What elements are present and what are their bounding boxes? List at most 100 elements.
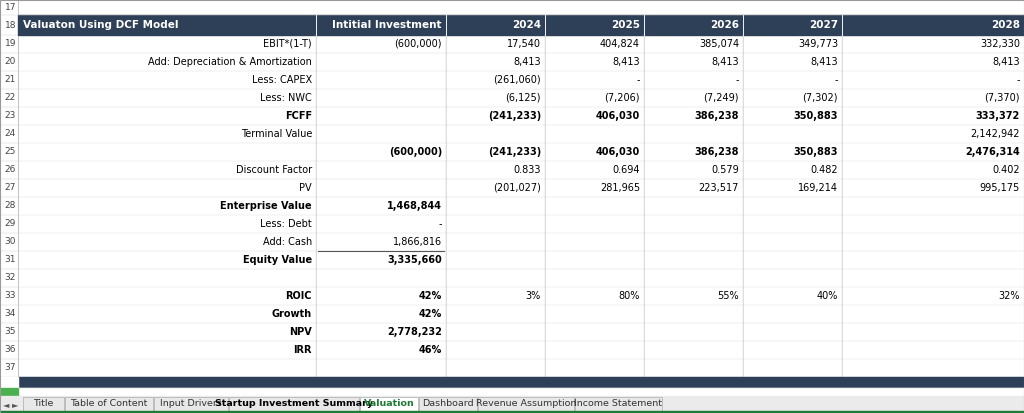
Text: NPV: NPV [289, 327, 312, 337]
Text: 349,773: 349,773 [798, 39, 838, 49]
Text: 406,030: 406,030 [596, 111, 640, 121]
Text: 21: 21 [5, 76, 16, 85]
Text: 385,074: 385,074 [698, 39, 739, 49]
Text: Revenue Assumption: Revenue Assumption [475, 399, 575, 408]
Text: Startup Investment Summary: Startup Investment Summary [215, 399, 373, 408]
Text: 37: 37 [4, 363, 16, 373]
Text: 8,413: 8,413 [612, 57, 640, 67]
Bar [18, 341, 1024, 359]
Text: 8,413: 8,413 [513, 57, 541, 67]
Text: 350,883: 350,883 [794, 111, 838, 121]
Text: -: - [835, 75, 838, 85]
Bar [18, 287, 1024, 305]
Bar [66, 397, 153, 411]
Text: 350,883: 350,883 [794, 147, 838, 157]
Text: ◄: ◄ [3, 400, 9, 409]
Text: Intitial Investment: Intitial Investment [333, 20, 442, 30]
Text: (600,000): (600,000) [389, 147, 442, 157]
Text: 19: 19 [4, 40, 16, 48]
Text: (7,370): (7,370) [984, 93, 1020, 103]
Text: IRR: IRR [294, 345, 312, 355]
Text: 29: 29 [5, 219, 16, 228]
Text: ROIC: ROIC [286, 291, 312, 301]
Text: 223,517: 223,517 [698, 183, 739, 193]
Text: 281,965: 281,965 [600, 183, 640, 193]
Bar [0, 388, 1024, 396]
Text: 333,372: 333,372 [976, 111, 1020, 121]
Text: 34: 34 [5, 309, 16, 318]
Text: 20: 20 [5, 57, 16, 66]
Text: Less: NWC: Less: NWC [260, 93, 312, 103]
Bar [18, 269, 1024, 287]
Text: -: - [438, 219, 442, 229]
Text: 17,540: 17,540 [507, 39, 541, 49]
Text: 40%: 40% [816, 291, 838, 301]
Bar [18, 197, 1024, 215]
Text: Dashboard: Dashboard [422, 399, 474, 408]
Text: 25: 25 [5, 147, 16, 157]
Bar [18, 89, 1024, 107]
Text: (6,125): (6,125) [506, 93, 541, 103]
Text: 32%: 32% [998, 291, 1020, 301]
Text: ►: ► [11, 400, 18, 409]
Text: Valuation: Valuation [364, 399, 415, 408]
Bar [360, 397, 418, 411]
Bar [0, 0, 18, 388]
Text: 2,476,314: 2,476,314 [966, 147, 1020, 157]
Text: 18: 18 [4, 21, 16, 29]
Bar [18, 377, 1024, 388]
Text: 27: 27 [5, 183, 16, 192]
Text: 8,413: 8,413 [810, 57, 838, 67]
Text: Enterprise Value: Enterprise Value [220, 201, 312, 211]
Bar [18, 107, 1024, 125]
Text: 80%: 80% [618, 291, 640, 301]
Text: 3%: 3% [525, 291, 541, 301]
Text: Less: CAPEX: Less: CAPEX [252, 75, 312, 85]
Bar [574, 397, 663, 411]
Text: 31: 31 [4, 256, 16, 264]
Text: 2025: 2025 [611, 20, 640, 30]
Text: 406,030: 406,030 [596, 147, 640, 157]
Bar [478, 397, 573, 411]
Bar [0, 396, 22, 411]
Text: 32: 32 [5, 273, 16, 282]
Bar [18, 161, 1024, 179]
Bar [18, 0, 1024, 15]
Text: 332,330: 332,330 [980, 39, 1020, 49]
Bar [18, 305, 1024, 323]
Text: PV: PV [299, 183, 312, 193]
Text: 17: 17 [4, 3, 16, 12]
Bar [419, 397, 477, 411]
Bar [18, 143, 1024, 161]
Text: 2024: 2024 [512, 20, 541, 30]
Text: 24: 24 [5, 130, 16, 138]
Text: Table of Content: Table of Content [70, 399, 147, 408]
Text: Valuaton Using DCF Model: Valuaton Using DCF Model [23, 20, 178, 30]
Text: 3,335,660: 3,335,660 [387, 255, 442, 265]
Text: 30: 30 [4, 237, 16, 247]
Text: 36: 36 [4, 346, 16, 354]
Text: 1,866,816: 1,866,816 [393, 237, 442, 247]
Bar [18, 179, 1024, 197]
Bar [18, 35, 1024, 53]
Bar [0, 388, 18, 396]
Text: (201,027): (201,027) [494, 183, 541, 193]
Bar [0, 396, 1024, 413]
Text: 28: 28 [5, 202, 16, 211]
Text: Less: Debt: Less: Debt [260, 219, 312, 229]
Text: 46%: 46% [419, 345, 442, 355]
Text: 2026: 2026 [710, 20, 739, 30]
Text: Income Statement: Income Statement [574, 399, 663, 408]
Text: FCFF: FCFF [285, 111, 312, 121]
Text: 1,468,844: 1,468,844 [387, 201, 442, 211]
Text: Discount Factor: Discount Factor [236, 165, 312, 175]
Text: 2,142,942: 2,142,942 [971, 129, 1020, 139]
Text: -: - [735, 75, 739, 85]
Text: 35: 35 [4, 328, 16, 337]
Bar [18, 125, 1024, 143]
Bar [18, 251, 1024, 269]
Text: Input Drivers: Input Drivers [160, 399, 222, 408]
Text: 55%: 55% [718, 291, 739, 301]
Text: Add: Depreciation & Amortization: Add: Depreciation & Amortization [148, 57, 312, 67]
Bar [0, 411, 1024, 413]
